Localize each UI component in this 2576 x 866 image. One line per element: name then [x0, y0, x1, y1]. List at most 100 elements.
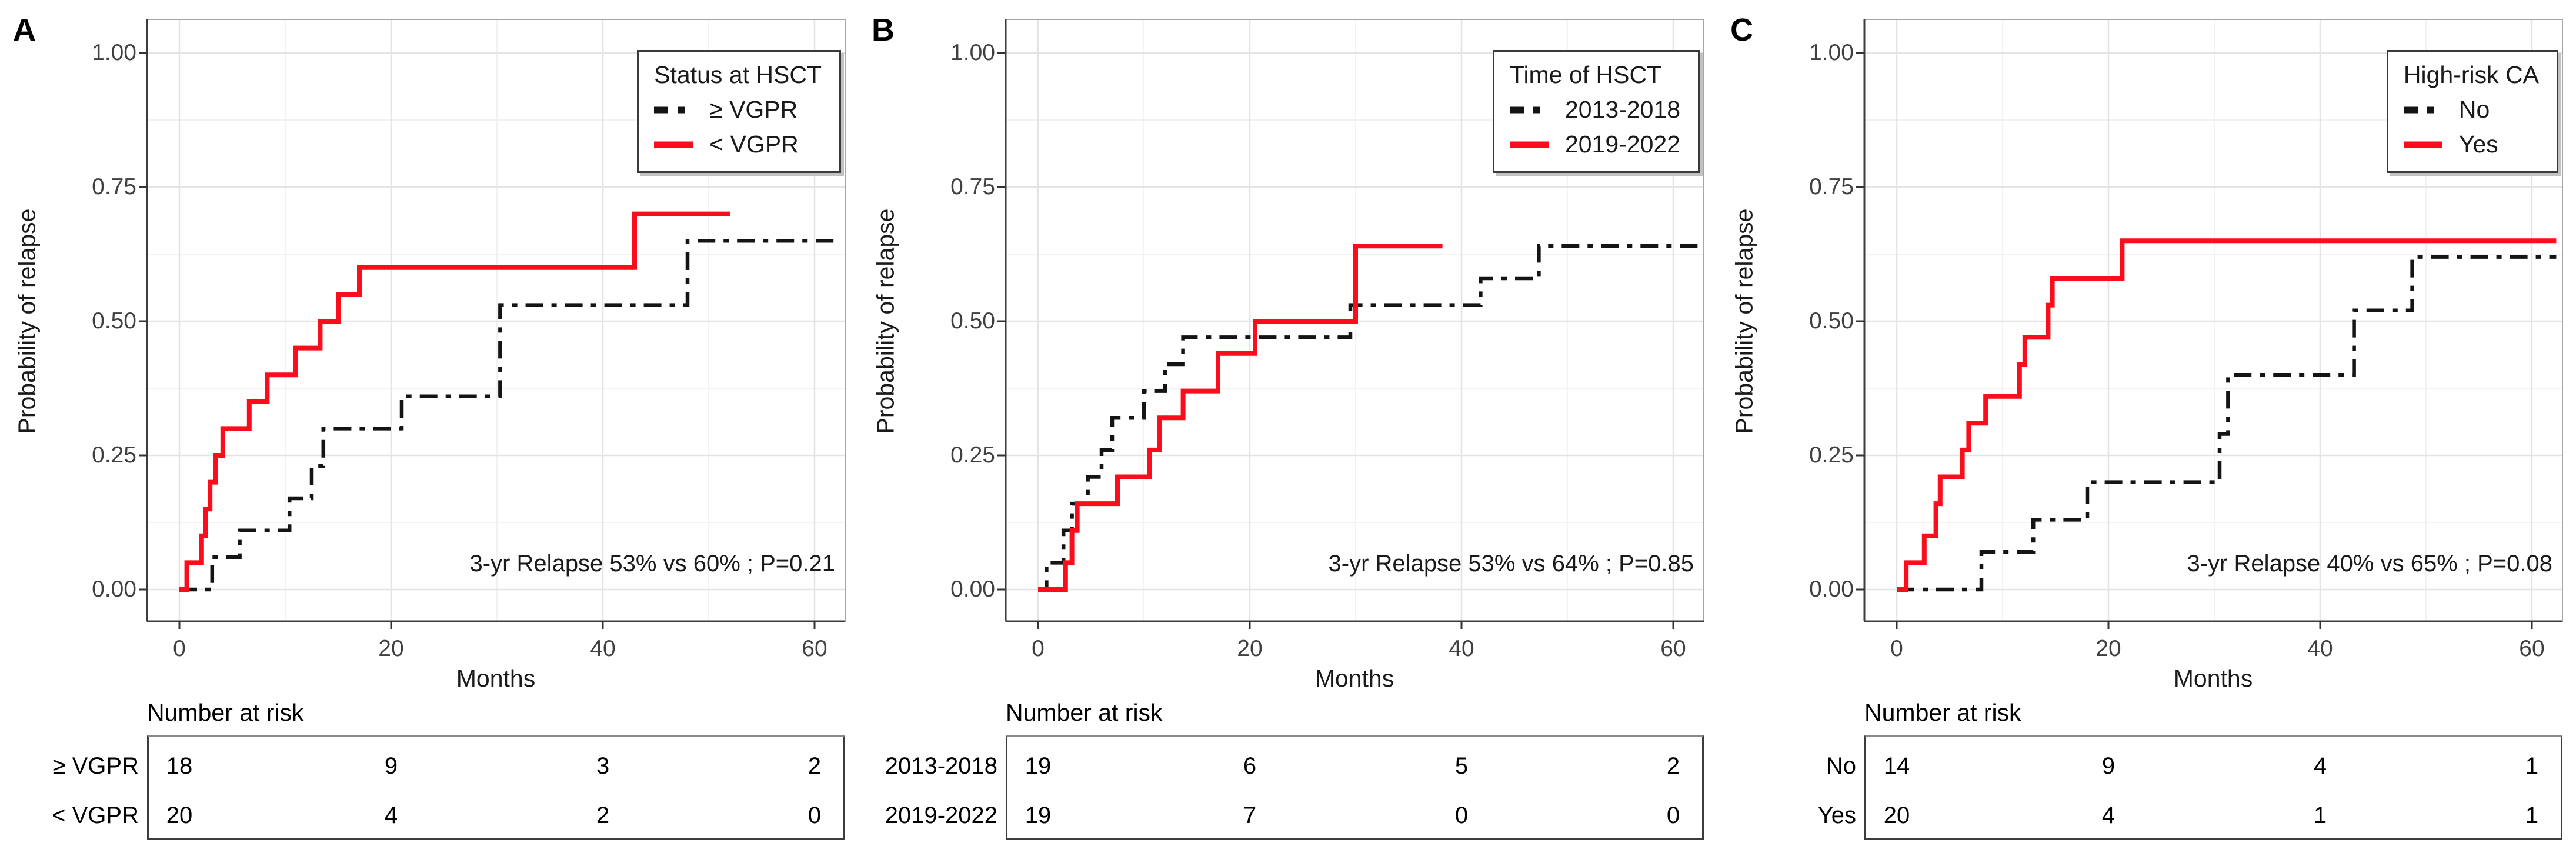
y-tick-label: 0.75	[1809, 174, 1854, 199]
risk-row-label: 2019-2022	[885, 802, 997, 828]
legend-item: 2019-2022	[1509, 131, 1680, 158]
legend-item: < VGPR	[654, 131, 822, 158]
legend-item: No	[2403, 96, 2539, 124]
risk-table-box	[1864, 735, 2562, 840]
risk-count: 5	[1454, 753, 1469, 779]
y-tick-label: 0.25	[92, 442, 136, 468]
risk-table-title: Number at risk	[147, 699, 304, 726]
curve-high-risk-yes	[1897, 238, 2557, 592]
risk-row-label: < VGPR	[52, 802, 139, 828]
annotation-text: 3-yr Relapse 53% vs 60% ; P=0.21	[469, 551, 835, 577]
dashed-line-key-icon	[2403, 106, 2447, 113]
x-tick-label: 0	[1890, 636, 1903, 661]
legend-box: High-risk CA No Yes	[2386, 50, 2558, 173]
y-tick-label: 0.75	[92, 174, 136, 199]
x-tick-label: 60	[2519, 636, 2545, 661]
dashed-line-key-icon	[654, 106, 698, 113]
risk-count: 0	[807, 802, 822, 828]
y-tick-label: 0.00	[92, 577, 136, 602]
risk-row-label: No	[1826, 753, 1856, 779]
panel-b: B Probability of relapse 1.00 0.75 0.50 …	[859, 0, 1717, 866]
risk-count: 9	[2101, 753, 2115, 779]
panel-letter-c: C	[1730, 12, 1753, 48]
legend-item: Yes	[2403, 131, 2539, 158]
x-tick-label: 20	[378, 636, 404, 661]
risk-count: 1	[2525, 802, 2539, 828]
x-axis-title: Months	[2173, 665, 2253, 692]
dashed-line-key-icon	[1509, 106, 1553, 113]
panel-a: A Probability of relapse 1.00 0.75 0.50 …	[0, 0, 859, 866]
legend-box: Status at HSCT ≥ VGPR < VGPR	[637, 50, 841, 173]
y-tick-label: 0.25	[1809, 442, 1854, 468]
x-tick-label: 60	[802, 636, 827, 661]
x-tick-label: 20	[2095, 636, 2121, 661]
x-tick-label: 0	[173, 636, 186, 661]
x-tick-label: 60	[1660, 636, 1686, 661]
risk-count: 9	[384, 753, 398, 779]
legend-label: < VGPR	[709, 131, 799, 158]
risk-table-title: Number at risk	[1006, 699, 1163, 726]
curve-geq-vgpr	[179, 238, 841, 592]
y-tick-label: 0.00	[950, 577, 995, 602]
legend-title: Time of HSCT	[1509, 61, 1662, 88]
curve-hsct-2013-2018	[1038, 244, 1700, 592]
legend-label: 2013-2018	[1564, 96, 1680, 123]
panel-letter-a: A	[13, 12, 36, 48]
risk-count: 4	[2313, 753, 2327, 779]
risk-row-label: ≥ VGPR	[52, 753, 139, 779]
x-axis-title: Months	[1314, 665, 1394, 692]
risk-count: 1	[2313, 802, 2327, 828]
risk-count: 0	[1454, 802, 1469, 828]
risk-count: 14	[1883, 753, 1910, 779]
x-axis-title: Months	[456, 665, 536, 692]
risk-count: 4	[384, 802, 398, 828]
x-tick-label: 20	[1237, 636, 1263, 661]
risk-table-box	[147, 735, 845, 840]
risk-count: 2	[807, 753, 822, 779]
curve-lt-vgpr	[179, 211, 730, 592]
survival-plot-c	[1856, 19, 2563, 629]
legend-label: Yes	[2458, 131, 2498, 158]
risk-count: 2	[1666, 753, 1680, 779]
risk-count: 6	[1243, 753, 1257, 779]
annotation-text: 3-yr Relapse 53% vs 64% ; P=0.85	[1328, 551, 1694, 577]
risk-count: 0	[1666, 802, 1680, 828]
legend-label: 2019-2022	[1564, 131, 1680, 158]
y-tick-label: 0.75	[950, 174, 995, 199]
risk-table-title: Number at risk	[1864, 699, 2021, 726]
risk-count: 3	[596, 753, 610, 779]
risk-count: 2	[596, 802, 610, 828]
x-tick-label: 40	[590, 636, 616, 661]
risk-count: 20	[166, 802, 193, 828]
y-tick-label: 0.50	[1809, 308, 1854, 334]
x-tick-label: 0	[1032, 636, 1045, 661]
risk-table-box	[1006, 735, 1704, 840]
risk-count: 20	[1883, 802, 1910, 828]
legend-item: 2013-2018	[1509, 96, 1680, 124]
legend-label: ≥ VGPR	[709, 96, 798, 123]
y-tick-label: 0.50	[92, 308, 136, 334]
curve-hsct-2019-2022	[1038, 244, 1443, 592]
y-tick-label: 1.00	[92, 40, 136, 65]
risk-row-label: Yes	[1817, 802, 1856, 828]
risk-count: 19	[1025, 753, 1052, 779]
annotation-text: 3-yr Relapse 40% vs 65% ; P=0.08	[2187, 551, 2552, 577]
risk-count: 1	[2525, 753, 2539, 779]
legend-label: No	[2458, 96, 2490, 123]
y-tick-label: 0.00	[1809, 577, 1854, 602]
y-tick-label: 0.25	[950, 442, 995, 468]
risk-count: 7	[1243, 802, 1257, 828]
risk-count: 19	[1025, 802, 1052, 828]
legend-item: ≥ VGPR	[654, 96, 822, 124]
risk-count: 18	[166, 753, 193, 779]
curve-high-risk-no	[1897, 255, 2557, 592]
panel-letter-b: B	[872, 12, 895, 48]
panel-c: C Probability of relapse 1.00 0.75 0.50 …	[1717, 0, 2576, 866]
legend-box: Time of HSCT 2013-2018 2019-2022	[1492, 50, 1700, 173]
risk-row-label: 2013-2018	[885, 753, 997, 779]
x-tick-label: 40	[1449, 636, 1474, 661]
legend-title: Status at HSCT	[654, 61, 822, 88]
solid-line-key-icon	[2403, 141, 2442, 148]
risk-count: 4	[2101, 802, 2115, 828]
